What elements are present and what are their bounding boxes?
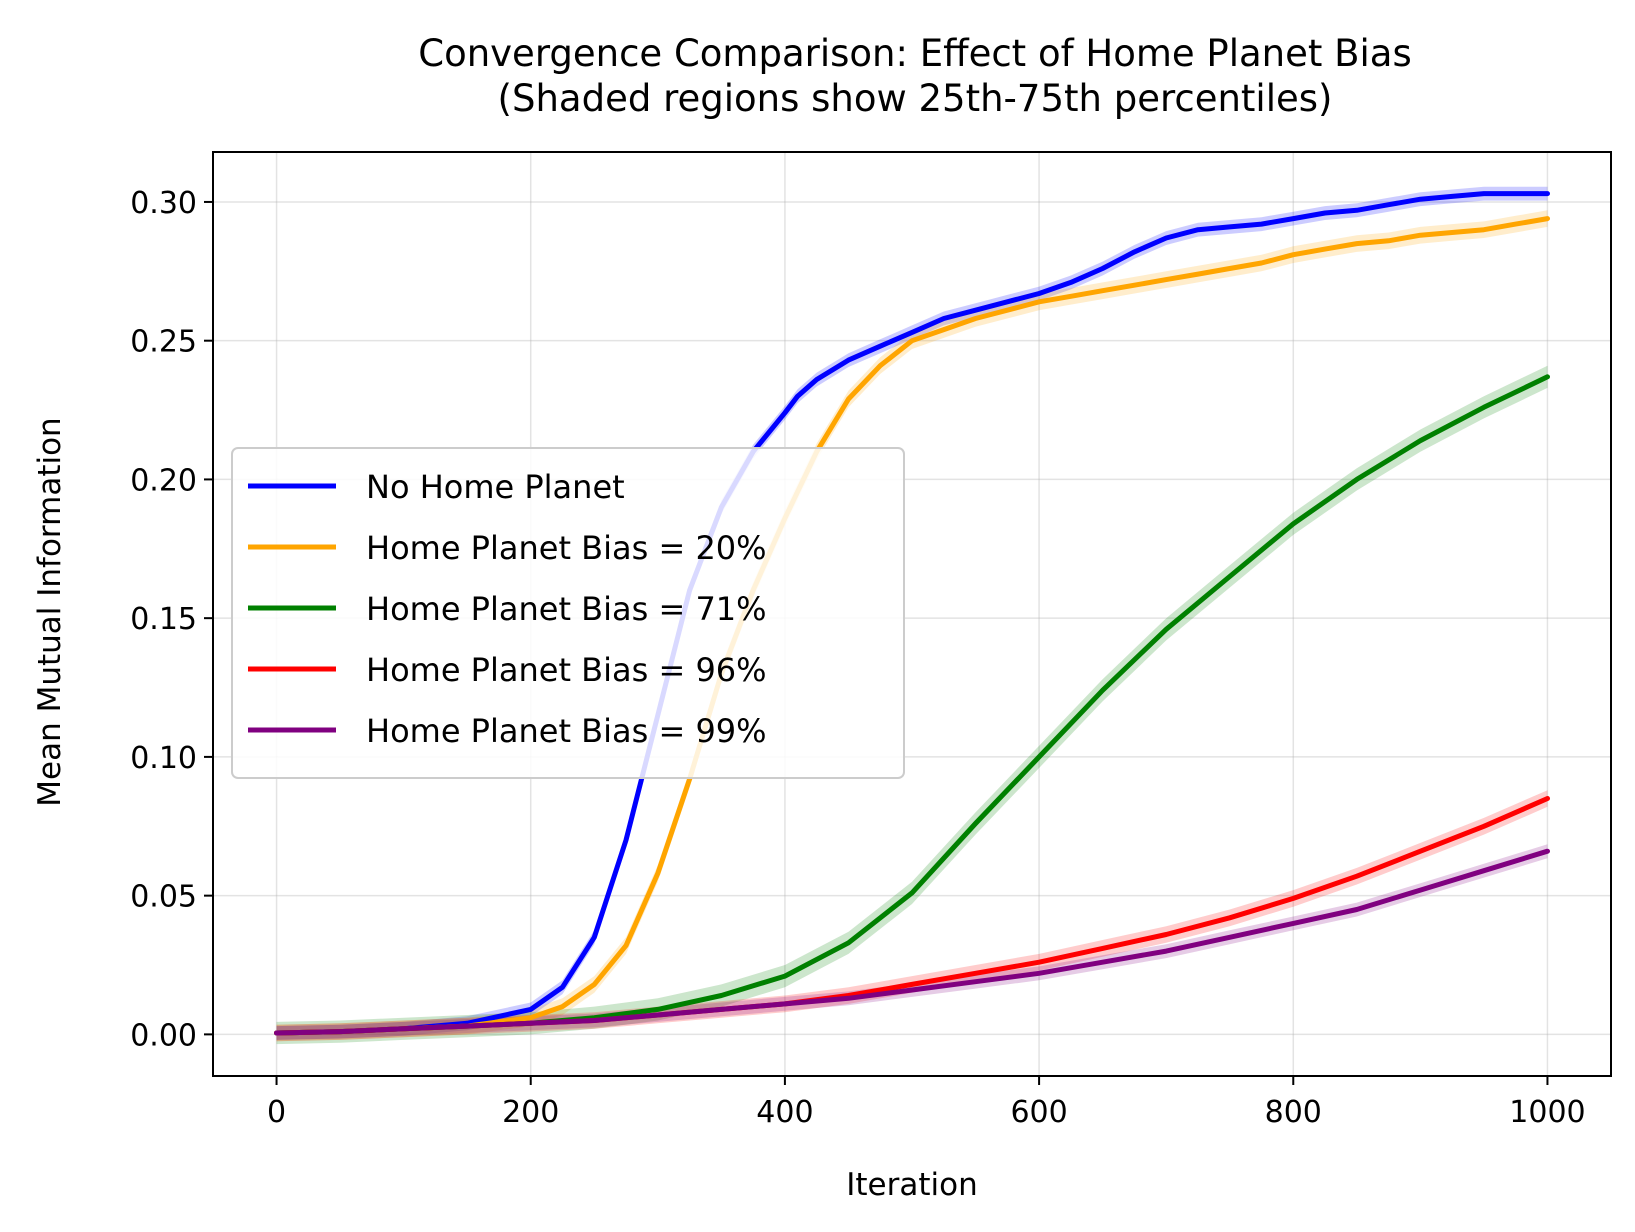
x-tick-label: 400 <box>756 1095 813 1130</box>
legend-label: Home Planet Bias = 71% <box>366 590 767 628</box>
y-axis-label: Mean Mutual Information <box>32 417 68 806</box>
series-1-line <box>274 216 1550 1036</box>
y-axis-ticks: 0.00 0.05 0.10 0.15 0.20 0.25 0.30 <box>130 186 213 1053</box>
y-tick-label: 0.30 <box>130 186 197 221</box>
y-tick-label: 0.05 <box>130 880 197 915</box>
legend: No Home Planet Home Planet Bias = 20% Home… <box>231 447 905 779</box>
x-tick-label: 600 <box>1010 1095 1067 1130</box>
x-tick-label: 0 <box>267 1095 286 1130</box>
legend-box <box>231 447 905 779</box>
series-0-line <box>274 191 1550 1036</box>
x-axis-label: Iteration <box>846 1167 978 1203</box>
legend-items: No Home Planet Home Planet Bias = 20% Home… <box>248 468 767 750</box>
series-4-line <box>274 848 1550 1036</box>
legend-label: Home Planet Bias = 20% <box>366 529 767 567</box>
chart-subtitle: (Shaded regions show 25th-75th percentil… <box>498 77 1333 120</box>
y-tick-label: 0.15 <box>130 602 197 637</box>
y-tick-label: 0.25 <box>130 325 197 360</box>
y-tick-label: 0.10 <box>130 741 197 776</box>
legend-label: No Home Planet <box>366 468 625 506</box>
legend-label: Home Planet Bias = 96% <box>366 651 767 689</box>
x-tick-label: 800 <box>1265 1095 1322 1130</box>
y-tick-label: 0.00 <box>130 1018 197 1053</box>
y-tick-label: 0.20 <box>130 463 197 498</box>
legend-label: Home Planet Bias = 99% <box>366 712 767 750</box>
series-lines <box>274 191 1550 1036</box>
x-axis-ticks: 0 200 400 600 800 1000 <box>267 1076 1586 1130</box>
x-tick-label: 200 <box>502 1095 559 1130</box>
chart-title: Convergence Comparison: Effect of Home P… <box>418 32 1412 75</box>
series-2-percentile-band <box>276 365 1548 1045</box>
plot-frame <box>212 151 1612 1077</box>
x-tick-label: 1000 <box>1509 1095 1585 1130</box>
